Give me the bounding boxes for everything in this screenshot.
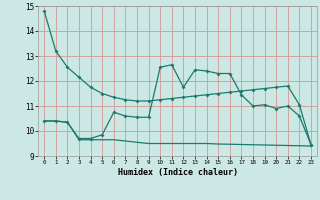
X-axis label: Humidex (Indice chaleur): Humidex (Indice chaleur): [118, 168, 238, 177]
